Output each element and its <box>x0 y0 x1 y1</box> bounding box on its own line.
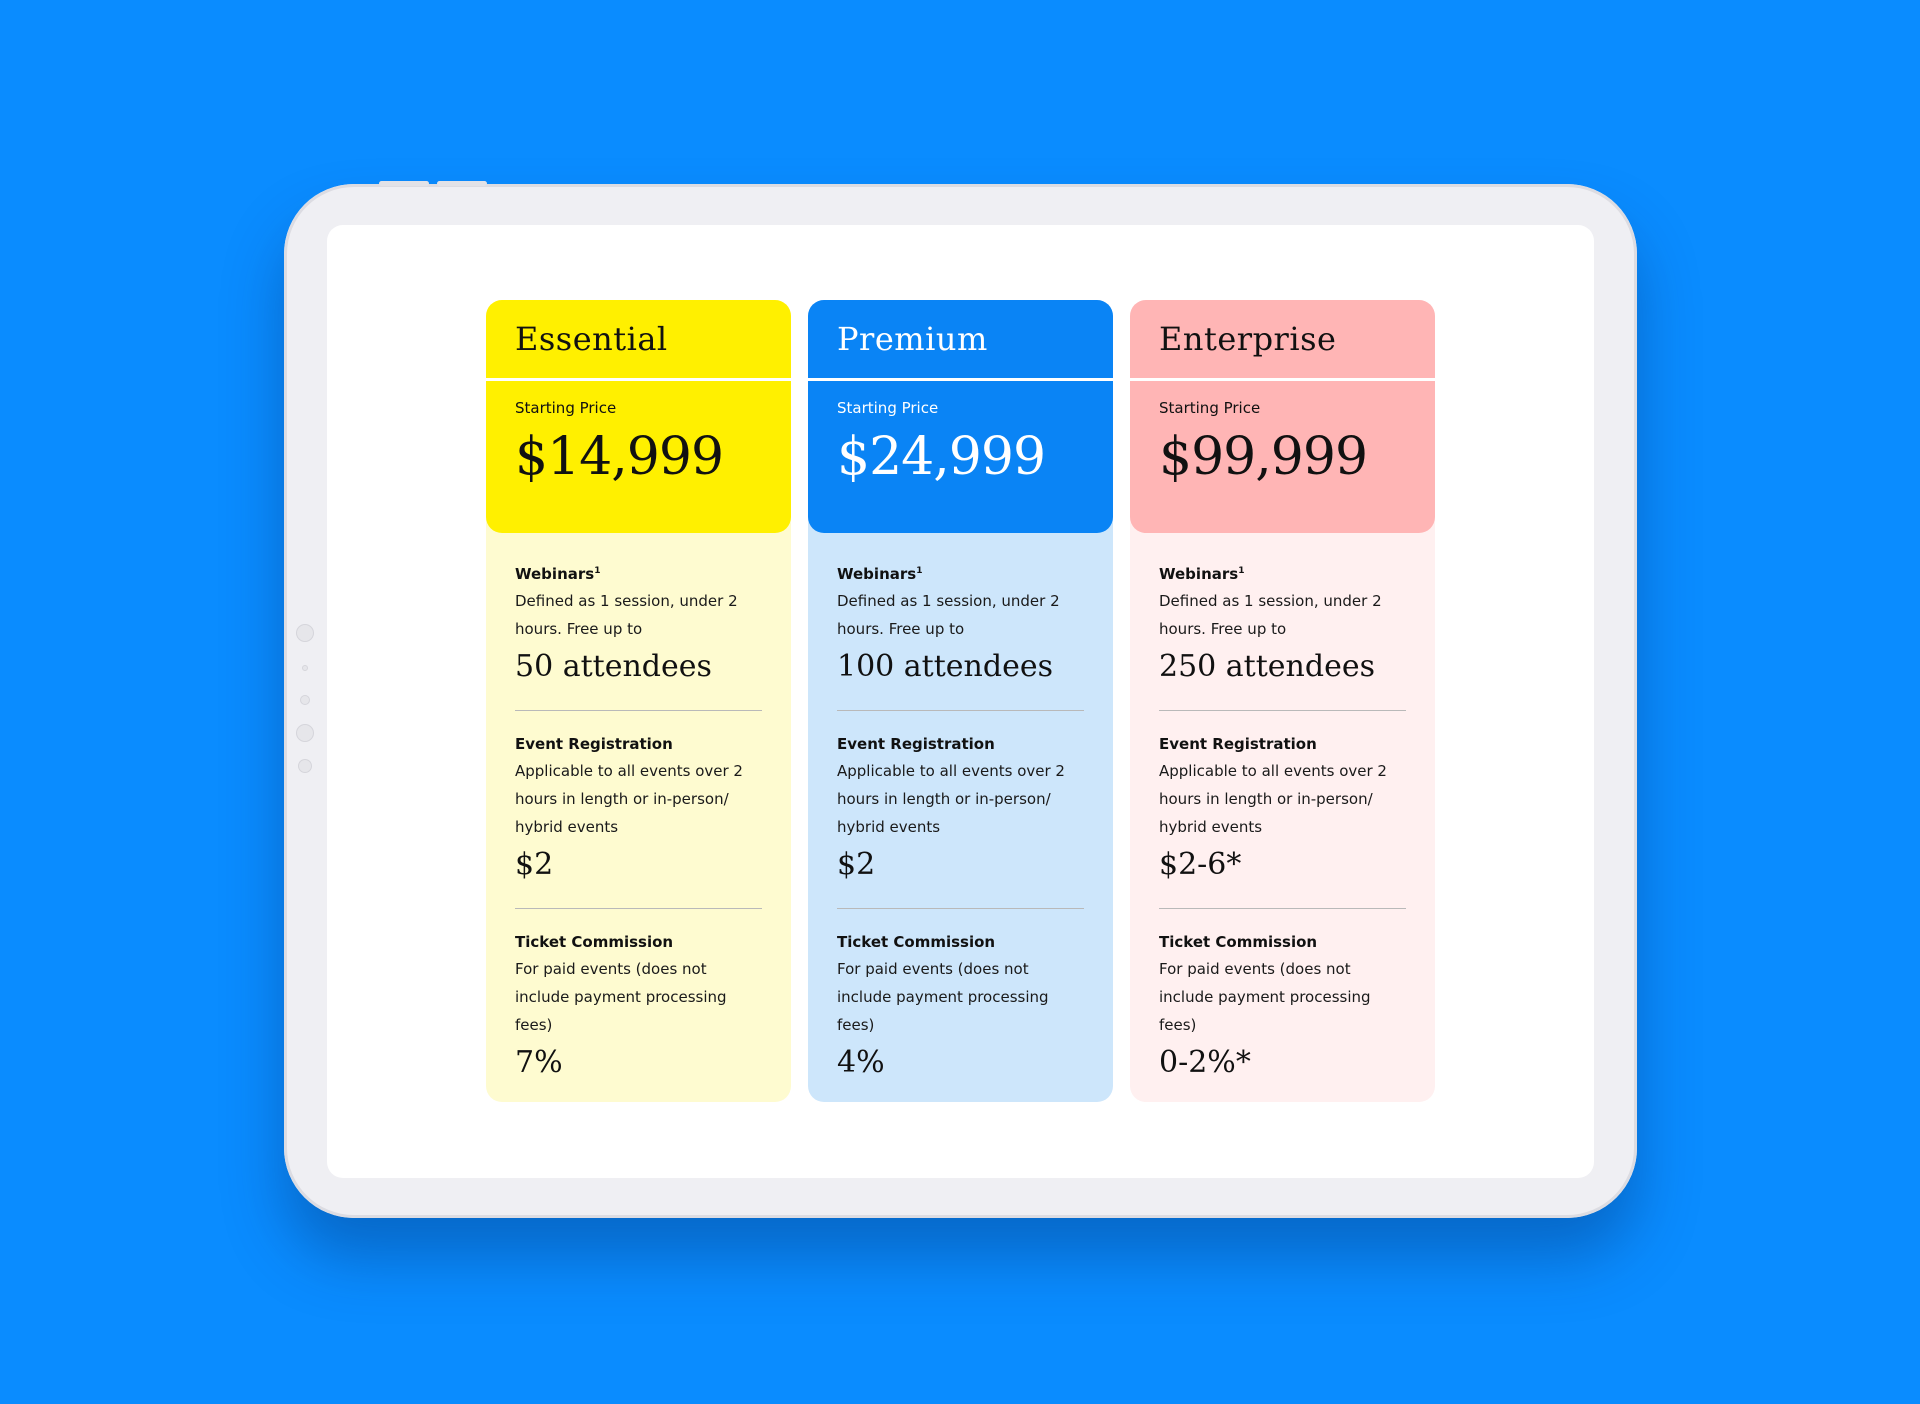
price-box: Starting Price $14,999 <box>486 378 791 533</box>
plan-name: Essential <box>486 300 791 378</box>
feature-title: Ticket Commission <box>515 933 762 951</box>
feature-value: 250 attendees <box>1159 649 1375 684</box>
feature-description: Defined as 1 session, under 2 hours. Fre… <box>1159 592 1382 638</box>
features: Webinars1 Defined as 1 session, under 2 h… <box>486 533 791 1094</box>
features: Webinars1 Defined as 1 session, under 2 h… <box>1130 533 1435 1102</box>
feature: Event Registration Applicable to all even… <box>515 725 762 909</box>
price-box: Starting Price $24,999 <box>808 378 1113 533</box>
plan-name: Premium <box>808 300 1113 378</box>
feature-description: Applicable to all events over 2 hours in… <box>837 762 1065 836</box>
feature-title: Webinars1 <box>837 565 1084 583</box>
tablet-frame: Essential Starting Price $14,999 Webinars1 D… <box>284 181 1637 1218</box>
pricing-card: Essential Starting Price $14,999 Webinars1 D… <box>486 300 791 1102</box>
feature: Ticket Commission For paid events (does n… <box>837 923 1084 1094</box>
price-box: Starting Price $99,999 <box>1130 378 1435 533</box>
sensor <box>298 759 312 773</box>
feature-title: Webinars1 <box>1159 565 1406 583</box>
sensor <box>302 665 308 671</box>
price-label: Starting Price <box>1159 399 1261 417</box>
feature-title-text: Event Registration <box>1159 735 1317 753</box>
feature-title-text: Event Registration <box>515 735 673 753</box>
feature-value: $2 <box>515 847 554 882</box>
price-label: Starting Price <box>837 399 939 417</box>
feature-description: For paid events (does not include paymen… <box>837 960 1049 1034</box>
screen: Essential Starting Price $14,999 Webinars1 D… <box>327 225 1594 1178</box>
feature-title-text: Ticket Commission <box>1159 933 1318 951</box>
feature-title-text: Webinars <box>515 565 595 583</box>
feature-title: Ticket Commission <box>1159 933 1406 951</box>
price: $99,999 <box>1159 427 1368 487</box>
feature: Webinars1 Defined as 1 session, under 2 h… <box>1159 555 1406 711</box>
feature-value: 0-2%* <box>1159 1045 1251 1080</box>
feature-title-text: Event Registration <box>837 735 995 753</box>
price-label: Starting Price <box>515 399 617 417</box>
feature: Webinars1 Defined as 1 session, under 2 h… <box>515 555 762 711</box>
feature-value: $2 <box>837 847 876 882</box>
feature-description: Defined as 1 session, under 2 hours. Fre… <box>837 592 1060 638</box>
feature-value: 50 attendees <box>515 649 712 684</box>
pricing-card: Enterprise Starting Price $99,999 Webinars1… <box>1130 300 1435 1102</box>
feature-description: Applicable to all events over 2 hours in… <box>1159 762 1387 836</box>
footnote-ref: 1 <box>916 566 923 576</box>
feature-value: 7% <box>515 1045 563 1080</box>
feature: Ticket Commission For paid events (does n… <box>1159 923 1406 1102</box>
feature: Event Registration Applicable to all even… <box>1159 725 1406 909</box>
price: $14,999 <box>515 427 724 487</box>
sensor <box>296 724 314 742</box>
camera <box>296 624 314 642</box>
feature-title-text: Ticket Commission <box>515 933 674 951</box>
feature-title: Event Registration <box>837 735 1084 753</box>
feature-description: For paid events (does not include paymen… <box>515 960 727 1034</box>
price: $24,999 <box>837 427 1046 487</box>
footnote-ref: 1 <box>594 566 601 576</box>
feature: Ticket Commission For paid events (does n… <box>515 923 762 1094</box>
tablet-button <box>437 181 487 186</box>
feature: Event Registration Applicable to all even… <box>837 725 1084 909</box>
feature-value: 4% <box>837 1045 885 1080</box>
feature-title: Webinars1 <box>515 565 762 583</box>
feature-description: Applicable to all events over 2 hours in… <box>515 762 743 836</box>
feature-description: For paid events (does not include paymen… <box>1159 960 1371 1034</box>
tablet-button <box>379 181 429 186</box>
feature: Webinars1 Defined as 1 session, under 2 h… <box>837 555 1084 711</box>
pricing-card: Premium Starting Price $24,999 Webinars1 Def… <box>808 300 1113 1102</box>
feature-title: Ticket Commission <box>837 933 1084 951</box>
plan-name: Enterprise <box>1130 300 1435 378</box>
features: Webinars1 Defined as 1 session, under 2 h… <box>808 533 1113 1094</box>
feature-title-text: Webinars <box>837 565 917 583</box>
feature-value: 100 attendees <box>837 649 1053 684</box>
feature-title-text: Ticket Commission <box>837 933 996 951</box>
footnote-ref: 1 <box>1238 566 1245 576</box>
feature-value: $2-6* <box>1159 847 1242 882</box>
sensor <box>300 695 310 705</box>
feature-description: Defined as 1 session, under 2 hours. Fre… <box>515 592 738 638</box>
feature-title: Event Registration <box>515 735 762 753</box>
feature-title: Event Registration <box>1159 735 1406 753</box>
feature-title-text: Webinars <box>1159 565 1239 583</box>
